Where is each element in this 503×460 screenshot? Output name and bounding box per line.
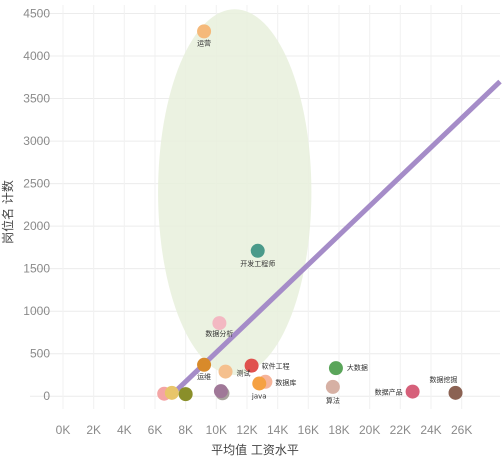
data-point xyxy=(405,384,420,399)
data-point xyxy=(197,24,212,39)
y-tick-label: 2000 xyxy=(23,219,50,233)
x-tick-label: 26K xyxy=(451,423,472,437)
y-axis-ticks: 0 500 1000 1500 2000 2500 3000 3500 4000 4500 xyxy=(23,7,50,404)
point-label: 运营 xyxy=(197,38,211,47)
x-tick-label: 6K xyxy=(148,423,163,437)
data-point xyxy=(164,385,179,400)
y-tick-label: 1500 xyxy=(23,262,50,276)
point-label: 软件工程 xyxy=(262,362,290,371)
point-label: 数据挖掘 xyxy=(430,375,458,384)
point-label: 运维 xyxy=(197,372,211,381)
x-tick-label: 20K xyxy=(359,423,380,437)
x-tick-label: 10K xyxy=(206,423,227,437)
x-axis-title: 平均值 工资水平 xyxy=(211,442,299,457)
data-point xyxy=(252,376,267,391)
y-tick-label: 500 xyxy=(30,347,50,361)
point-label: 算法 xyxy=(326,396,340,405)
data-points xyxy=(157,24,463,402)
point-label: 数据分析 xyxy=(205,329,233,338)
x-tick-label: 18K xyxy=(328,423,349,437)
point-label: 开发工程师 xyxy=(240,259,275,268)
data-point xyxy=(328,361,343,376)
x-axis-ticks: 0K 2K 4K 6K 8K 10K 12K 14K 16K 18K 20K 22K 24K 26K xyxy=(56,423,473,437)
x-tick-label: 16K xyxy=(298,423,319,437)
point-label: 数据产品 xyxy=(375,388,403,397)
point-label: 大数据 xyxy=(347,363,368,372)
data-point xyxy=(213,384,228,399)
x-tick-label: 0K xyxy=(56,423,71,437)
y-tick-label: 4000 xyxy=(23,49,50,63)
data-point xyxy=(250,243,265,258)
y-tick-label: 4500 xyxy=(23,7,50,21)
point-label: 测试 xyxy=(237,369,251,378)
x-tick-label: 4K xyxy=(117,423,132,437)
x-tick-label: 2K xyxy=(86,423,101,437)
x-tick-label: 14K xyxy=(267,423,288,437)
x-tick-label: 12K xyxy=(236,423,257,437)
x-tick-label: 8K xyxy=(178,423,193,437)
data-point xyxy=(212,316,227,331)
y-tick-label: 0 xyxy=(43,389,50,403)
y-tick-label: 3500 xyxy=(23,92,50,106)
data-point xyxy=(325,379,340,394)
point-label: java xyxy=(251,392,267,400)
y-tick-label: 2500 xyxy=(23,177,50,191)
data-point xyxy=(218,364,233,379)
trend-line-layer xyxy=(168,79,502,399)
highlight-ellipse xyxy=(158,9,312,375)
data-point xyxy=(448,385,463,400)
point-label: 数据库 xyxy=(275,378,296,387)
y-tick-label: 1000 xyxy=(23,304,50,318)
y-tick-label: 3000 xyxy=(23,134,50,148)
data-point xyxy=(178,387,193,402)
y-axis-title: 岗位名 计数 xyxy=(0,180,15,244)
highlight-ellipse-layer xyxy=(158,9,312,375)
data-point xyxy=(244,358,259,373)
trend-line xyxy=(168,79,502,399)
data-point xyxy=(197,357,212,372)
x-tick-label: 24K xyxy=(420,423,441,437)
x-tick-label: 22K xyxy=(390,423,411,437)
